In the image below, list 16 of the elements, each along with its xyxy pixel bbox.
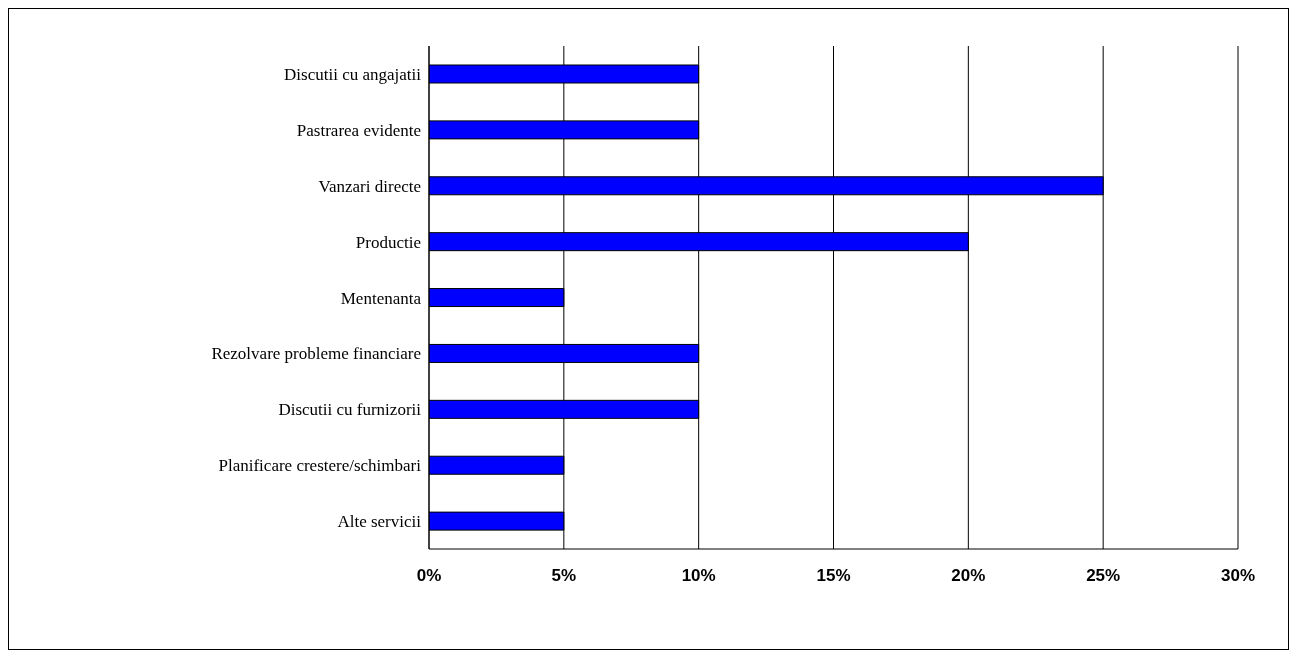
x-tick-label: 10% bbox=[681, 566, 716, 586]
y-tick-label: Vanzari directe bbox=[318, 176, 421, 196]
x-tick-label: 25% bbox=[1086, 566, 1121, 586]
y-tick-label: Discutii cu angajatii bbox=[284, 64, 422, 84]
x-tick-label: 15% bbox=[816, 566, 851, 586]
y-tick-label: Discutii cu furnizorii bbox=[278, 400, 422, 420]
y-tick-label: Rezolvare probleme financiare bbox=[211, 344, 421, 364]
x-tick-label: 0% bbox=[416, 566, 442, 586]
y-tick-label: Alte servicii bbox=[337, 512, 422, 532]
x-tick-label: 20% bbox=[951, 566, 986, 586]
y-tick-label: Productie bbox=[355, 232, 421, 252]
x-tick-label: 30% bbox=[1220, 566, 1256, 586]
x-tick-label: 5% bbox=[551, 566, 577, 586]
y-tick-label: Pastrarea evidente bbox=[296, 120, 421, 140]
y-tick-label: Mentenanta bbox=[340, 288, 422, 308]
y-tick-label: Planificare crestere/schimbari bbox=[218, 456, 422, 476]
